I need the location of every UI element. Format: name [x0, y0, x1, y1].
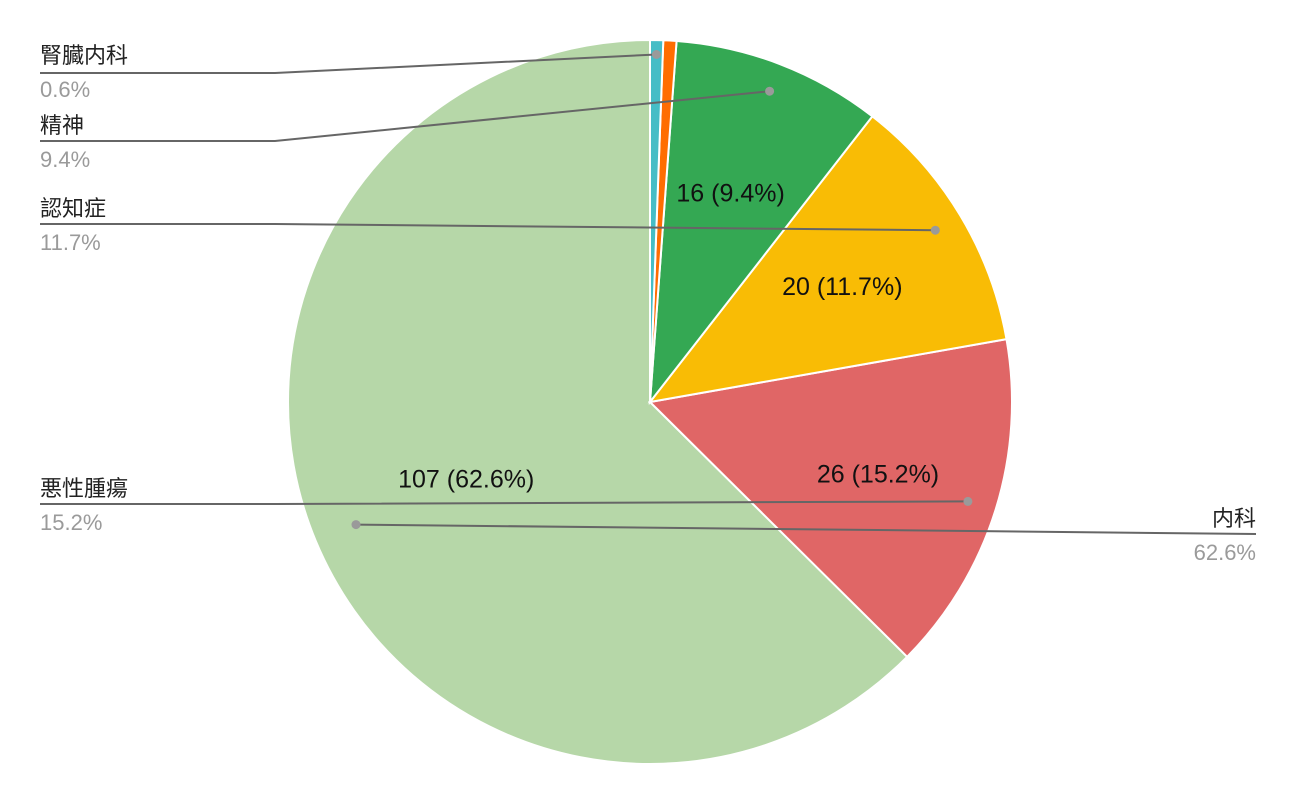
slice-label-3: 20 (11.7%) [782, 273, 902, 301]
callout-name-3: 認知症 [40, 197, 106, 222]
pie-slices [287, 38, 1013, 765]
callout-percent-2: 15.2% [40, 510, 102, 535]
callout-percent-6: 0.6% [40, 77, 90, 102]
callout-percent-1: 62.6% [1194, 540, 1256, 565]
slice-label-4: 16 (9.4%) [676, 180, 784, 208]
slice-labels: 107 (62.6%) 26 (15.2%) 20 (11.7%) 16 (9.4%) [398, 180, 939, 494]
pie-slice-1 [287, 38, 909, 765]
callout-line-1 [355, 523, 1257, 535]
callout-line-6 [40, 53, 657, 74]
callout-line-2 [40, 500, 968, 505]
callout-dot-1 [351, 520, 361, 530]
slice-label-2: 26 (15.2%) [817, 460, 939, 488]
pie-slice-2 [647, 337, 1013, 659]
callout-dot-4 [765, 86, 775, 96]
callout-dot-3 [930, 225, 940, 235]
callout-name-2: 悪性腫瘍 [40, 477, 128, 502]
callout-percent-3: 11.7% [40, 230, 101, 255]
callout-name-1: 内科 [1212, 507, 1256, 532]
pie-slice-6 [649, 38, 665, 403]
pie-slice-4 [648, 39, 874, 406]
pie-slice-3 [647, 114, 1008, 404]
callout-percent-4: 9.4% [40, 147, 90, 172]
callout-dot-2 [963, 496, 973, 506]
slice-label-1: 107 (62.6%) [398, 466, 534, 494]
callout-line-3 [40, 223, 936, 232]
callout-dot-6 [651, 50, 661, 59]
callout-name-4: 精神 [40, 114, 84, 139]
callouts: 内科 62.6% 悪性腫瘍 15.2% 認知症 11.7% 精神 9.4% 腎臓内科 0.6% [40, 44, 1257, 565]
callout-line-4 [40, 90, 770, 142]
callout-name-6: 腎臓内科 [40, 44, 128, 69]
